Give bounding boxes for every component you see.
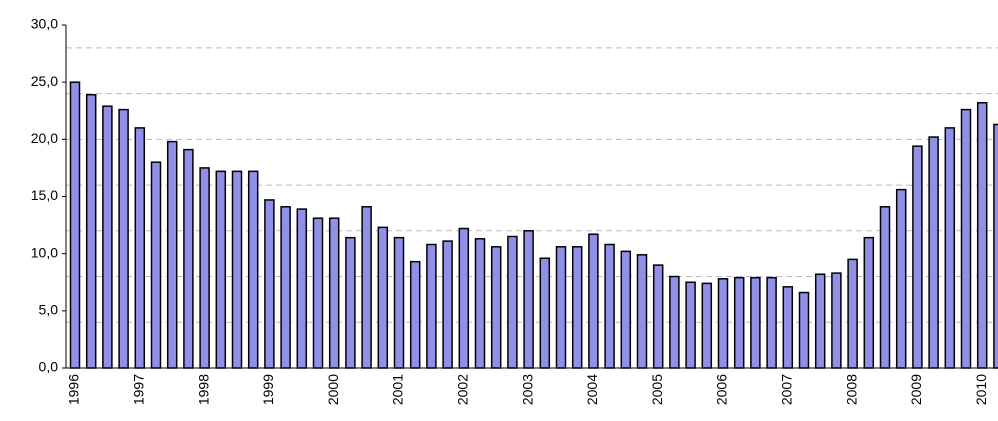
x-tick-label: 1997 — [131, 374, 147, 405]
x-tick-label: 1999 — [260, 374, 276, 405]
bar — [328, 217, 340, 369]
x-tick-label: 1998 — [195, 374, 211, 405]
bar — [118, 108, 129, 369]
y-tick-label: 25,0 — [31, 73, 58, 89]
bar — [993, 123, 998, 369]
bar — [717, 278, 729, 369]
bar — [555, 246, 567, 369]
bar — [669, 275, 680, 369]
x-tick-label: 1996 — [66, 374, 82, 405]
bar — [166, 140, 178, 369]
bar — [831, 272, 842, 369]
x-tick-label: 2007 — [779, 374, 795, 405]
bar — [798, 291, 810, 369]
x-tick-label: 2000 — [325, 374, 341, 405]
bar — [490, 246, 502, 369]
bar — [782, 286, 794, 369]
bar — [863, 236, 875, 369]
bar — [571, 246, 583, 369]
x-tick-label: 2001 — [390, 374, 406, 405]
bar — [296, 208, 308, 369]
bar — [361, 206, 372, 369]
bar — [588, 233, 599, 369]
bar — [426, 243, 437, 369]
bar — [377, 226, 389, 369]
bar — [685, 281, 696, 369]
bar — [814, 273, 826, 369]
bar — [733, 276, 745, 369]
bar — [620, 250, 632, 369]
y-tick-label: 0,0 — [39, 359, 59, 375]
bar — [944, 127, 956, 369]
bar — [458, 227, 470, 369]
bar — [701, 282, 713, 369]
bar — [199, 167, 210, 369]
bar — [442, 240, 453, 369]
bar — [895, 188, 907, 369]
y-tick-label: 10,0 — [31, 244, 58, 260]
bar — [960, 108, 972, 369]
bar — [523, 230, 534, 369]
bar — [652, 264, 664, 369]
y-tick-label: 30,0 — [31, 16, 58, 32]
y-tick-label: 5,0 — [39, 302, 59, 318]
bar — [750, 276, 761, 369]
x-tick-label: 2010 — [973, 374, 989, 405]
bar — [912, 145, 923, 369]
x-tick-label: 2004 — [584, 374, 600, 405]
bar — [928, 136, 939, 369]
bar — [264, 199, 275, 369]
bar — [183, 148, 194, 369]
bar — [312, 217, 324, 369]
bar — [636, 254, 648, 369]
x-tick-label: 2009 — [908, 374, 924, 405]
x-tick-label: 2005 — [649, 374, 665, 405]
y-tick-label: 20,0 — [31, 130, 58, 146]
bar — [474, 238, 486, 369]
x-tick-label: 2006 — [714, 374, 730, 405]
bar — [280, 206, 291, 369]
bar — [102, 105, 113, 369]
bar — [150, 161, 162, 369]
bar — [766, 276, 777, 369]
x-tick-label: 2003 — [519, 374, 535, 405]
bar — [393, 236, 405, 369]
bar — [507, 235, 518, 369]
bar — [69, 81, 81, 369]
bar — [247, 170, 259, 369]
y-tick-label: 15,0 — [31, 187, 58, 203]
bar — [604, 243, 615, 369]
bar — [85, 93, 97, 369]
bar — [847, 258, 858, 369]
bar — [215, 170, 227, 369]
bar — [879, 206, 891, 369]
bar — [409, 260, 421, 369]
x-tick-label: 2008 — [843, 374, 859, 405]
bar — [231, 170, 243, 369]
bar — [976, 101, 988, 369]
bar — [134, 127, 146, 369]
bar — [345, 236, 356, 369]
bar — [539, 257, 551, 369]
x-tick-label: 2002 — [455, 374, 471, 405]
